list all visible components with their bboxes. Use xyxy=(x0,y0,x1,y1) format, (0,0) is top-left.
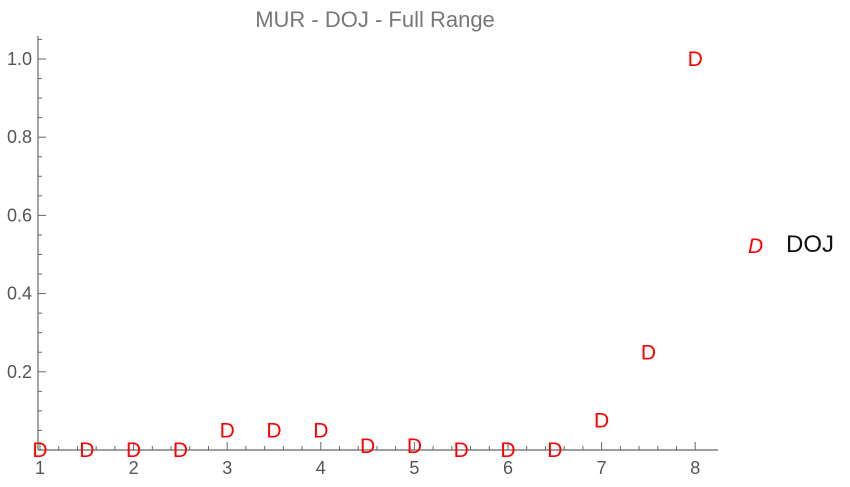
x-ticks: 1 2 3 4 5 6 7 8 xyxy=(35,442,700,478)
data-point: D xyxy=(360,435,375,458)
data-point: D xyxy=(547,439,562,462)
y-tick-label: 0.6 xyxy=(7,205,32,225)
axes xyxy=(37,36,718,451)
legend-label-doj: DOJ xyxy=(786,231,834,258)
data-point: D xyxy=(688,48,703,71)
x-tick-label: 1 xyxy=(35,458,45,478)
data-point: D xyxy=(173,439,188,462)
x-tick-label: 4 xyxy=(316,458,326,478)
legend-marker: D xyxy=(748,235,763,258)
legend: D DOJ xyxy=(748,231,834,258)
x-tick-label: 7 xyxy=(597,458,607,478)
data-point: D xyxy=(641,341,656,364)
y-tick-label: 0.4 xyxy=(7,284,32,304)
y-tick-label: 0.2 xyxy=(7,362,32,382)
x-tick-label: 2 xyxy=(129,458,139,478)
y-tick-label: 0.8 xyxy=(7,127,32,147)
data-point: D xyxy=(407,435,422,458)
data-point: D xyxy=(126,439,141,462)
data-points: D D D D D D D D D D D D D D D xyxy=(32,48,702,462)
y-ticks: 0.2 0.4 0.6 0.8 1.0 xyxy=(7,38,46,431)
data-point: D xyxy=(454,439,469,462)
data-point: D xyxy=(500,439,515,462)
data-point: D xyxy=(32,439,47,462)
x-tick-label: 8 xyxy=(690,458,700,478)
y-tick-label: 1.0 xyxy=(7,49,32,69)
data-point: D xyxy=(79,439,94,462)
x-tick-label: 6 xyxy=(503,458,513,478)
x-tick-label: 5 xyxy=(409,458,419,478)
x-tick-label: 3 xyxy=(222,458,232,478)
data-point: D xyxy=(594,410,609,433)
data-point: D xyxy=(220,419,235,442)
data-point: D xyxy=(313,419,328,442)
data-point: D xyxy=(266,419,281,442)
chart-title: MUR - DOJ - Full Range xyxy=(255,7,495,32)
